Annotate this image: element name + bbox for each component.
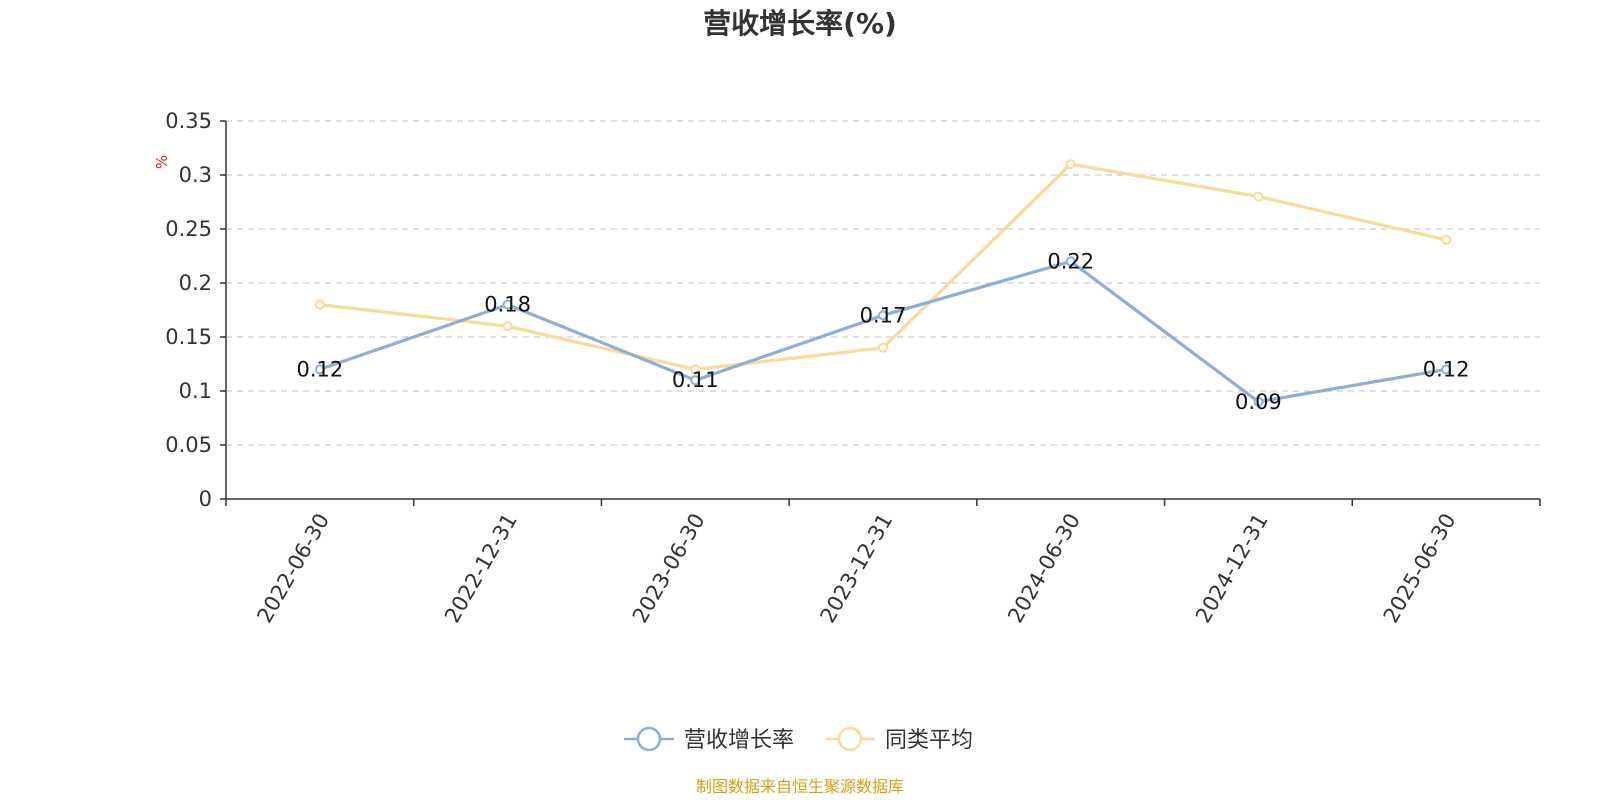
series-1-point-0: [314, 299, 325, 310]
legend-marker-1: [837, 726, 863, 752]
chart-title: 营收增长率(%): [703, 7, 897, 40]
grid-lines: [226, 120, 1540, 446]
series-1-point-1: [502, 321, 513, 332]
series-0-point-3: [878, 310, 888, 321]
legend[interactable]: 营收增长率 同类平均: [624, 726, 973, 753]
y-axis-unit: %: [153, 155, 171, 169]
series-0-point-1: [502, 299, 513, 310]
series-0-point-4: [1065, 256, 1076, 267]
y-tick-label-5: 0.25: [165, 217, 212, 241]
source-note: 制图数据来自恒生聚源数据库: [696, 777, 904, 796]
data-label-0-6: 0.12: [1423, 357, 1470, 381]
series-1-point-2: [690, 364, 701, 375]
legend-label-0: 营收增长率: [684, 728, 794, 753]
series-0-point-5: [1253, 396, 1264, 407]
y-tick-label-4: 0.2: [179, 271, 212, 295]
series-lines: [314, 159, 1452, 407]
series-1-point-4: [1065, 159, 1076, 170]
axes: 0 0.05 0.1 0.15 0.2 0.25 0.3 0.35 2022-06-30 2022…: [165, 109, 1541, 627]
y-tick-label-6: 0.3: [179, 163, 212, 187]
series-0-point-0: [314, 364, 325, 375]
series-0-point-6: [1441, 364, 1452, 375]
series-0-point-2: [690, 375, 701, 386]
x-tick-label-6: 2025-06-30: [1379, 509, 1461, 627]
x-tick-label-2: 2023-06-30: [628, 509, 710, 627]
data-label-0-0: 0.12: [296, 357, 343, 381]
x-tick-label-3: 2023-12-31: [816, 509, 898, 627]
x-tick-label-4: 2024-06-30: [1003, 509, 1085, 627]
data-label-0-3: 0.17: [860, 303, 907, 327]
series-line-1: [319, 162, 1447, 371]
legend-label-1: 同类平均: [885, 728, 973, 753]
series-1-point-3: [878, 342, 888, 353]
data-label-0-2: 0.11: [672, 368, 719, 392]
data-label-0-5: 0.09: [1235, 390, 1282, 414]
x-tick-label-5: 2024-12-31: [1191, 509, 1273, 627]
legend-marker-0: [636, 726, 662, 752]
series-line-0: [319, 259, 1447, 404]
data-label-0-4: 0.22: [1047, 249, 1094, 273]
y-tick-label-2: 0.1: [179, 379, 212, 403]
x-tick-label-0: 2022-06-30: [252, 509, 334, 627]
data-labels: 0.12 0.18 0.11 0.17 0.22 0.09 0.12: [296, 249, 1469, 413]
x-tick-label-1: 2022-12-31: [440, 509, 522, 627]
y-tick-label-3: 0.15: [165, 325, 212, 349]
series-1-point-6: [1441, 234, 1452, 245]
y-tick-label-0: 0: [199, 487, 212, 511]
series-1-point-5: [1253, 191, 1264, 202]
y-tick-label-1: 0.05: [165, 433, 212, 457]
y-tick-label-7: 0.35: [165, 109, 212, 133]
data-label-0-1: 0.18: [484, 293, 531, 317]
